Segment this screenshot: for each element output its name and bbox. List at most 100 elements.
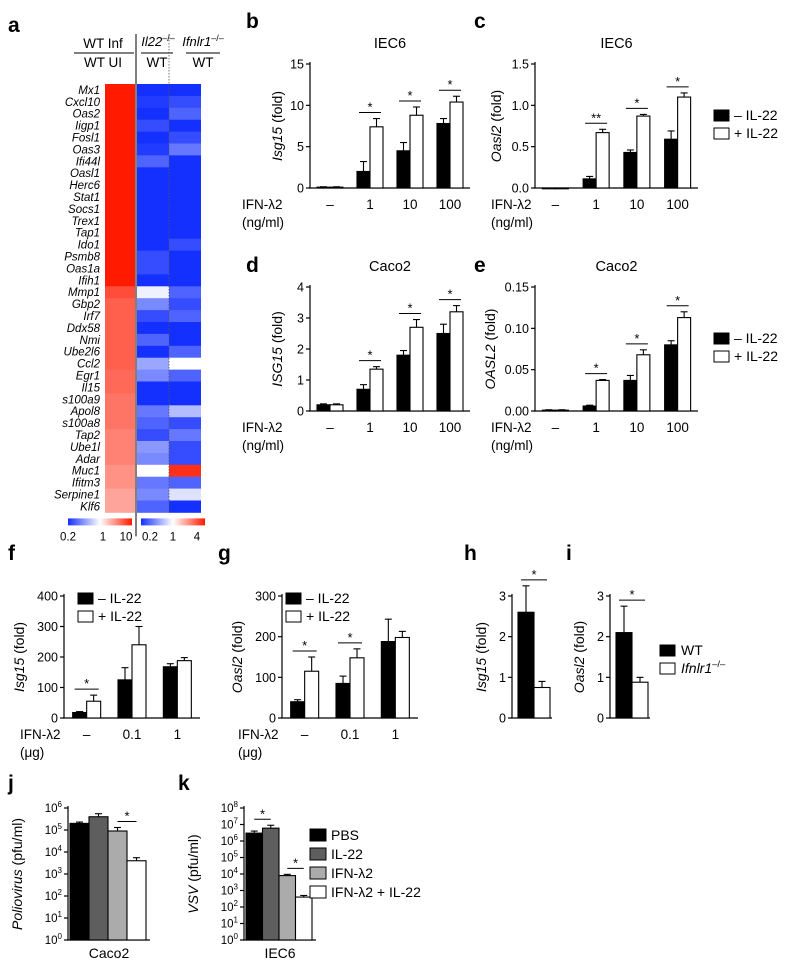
bar-minus-il22 [290,701,306,719]
panel-label-a: a [8,14,20,37]
gene-label: Mx1 [78,85,100,97]
bar-minus-il22 [356,388,371,412]
heatmap-cell-il22 [137,95,169,109]
gene-label: Oas3 [73,144,101,156]
gene-label: Cxcl10 [65,97,101,109]
panel-label-e: e [474,254,486,277]
heatmap-cell-inf [105,298,135,311]
legend-virus-swatch [309,847,327,861]
heatmap-cell-ifnlr1 [169,167,201,180]
gene-label: Ddx58 [67,323,101,335]
heatmap-cell-ifnlr1 [169,179,201,192]
sig-marker: * [407,88,412,103]
bar-ifn [107,830,128,941]
y-tick-label: 101 [45,910,63,925]
bar-ifn-il22 [126,860,147,941]
y-axis-label-unit: (fold) [269,311,285,347]
y-axis-label: OASL2 (fold) [482,309,498,390]
panel-label-k: k [178,772,190,795]
y-tick-label: 106 [45,800,63,815]
y-axis-label: Oasl2 (fold) [571,621,587,693]
gene-label: Psmb8 [64,252,100,264]
bar-minus-il22 [436,122,451,189]
chart-title: IEC6 [374,36,406,52]
gene-label: Tap2 [75,430,101,442]
gene-label: Ube1l [70,442,100,454]
heatmap-cell-il22 [137,333,169,347]
chart-title: IEC6 [600,36,632,52]
gene-label: s100a9 [62,394,100,406]
heatmap-cell-il22 [137,179,169,192]
y-tick-label: 0 [297,182,304,196]
heatmap-cell-il22 [137,441,169,454]
bar-pbs [69,822,90,941]
y-tick-label: 0 [499,712,506,726]
heatmap-cell-inf [105,345,135,359]
x-tick-label: 10 [629,197,644,212]
x-axis-label: IFN-λ2 [242,197,283,212]
gene-label: s100a8 [62,418,100,430]
heatmap-cell-inf [105,167,135,180]
y-tick-label: 1 [597,671,604,685]
y-tick-label: 0.0 [512,182,529,196]
heatmap-cell-il22 [137,155,169,168]
bar-plus-il22 [636,354,651,412]
gene-label: Stat1 [73,192,100,204]
heatmap-cell-il22 [137,369,169,382]
x-tick-label: – [326,197,334,212]
heatmap-cell-inf [105,488,135,501]
heatmap-cell-ifnlr1 [169,226,201,240]
y-tick-label: 0 [297,405,304,419]
y-tick-label: 2 [499,630,506,644]
heatmap-cell-ifnlr1 [169,155,201,168]
heatmap-cell-ifnlr1 [169,203,201,216]
bar-plus-il22 [176,660,192,719]
heatmap-cell-ifnlr1 [169,107,201,121]
heatmap-cell-ifnlr1 [169,393,201,406]
y-tick-label: 10 [290,99,304,113]
y-tick-label: 15 [290,58,304,72]
y-tick-label: 0.05 [505,363,529,377]
heatmap-cell-ifnlr1 [169,310,201,323]
heatmap-cell-inf [105,441,135,454]
sig-marker: ** [591,110,601,125]
x-axis-label: IFN-λ2 [491,420,532,435]
panel-label-j: j [7,772,14,795]
bar-plus-il22 [554,187,569,190]
sig-marker: * [84,676,89,691]
heatmap-cell-inf [105,369,135,382]
legend-il22-caco2-swatch-plus [713,350,730,363]
x-tick-label: 10 [402,420,417,435]
bar-minus-il22 [664,344,679,412]
heatmap-cell-ifnlr1 [169,476,201,489]
gene-label: Egr1 [76,371,100,383]
heatmap-cell-ifnlr1 [169,357,201,370]
heatmap-cell-il22 [137,286,169,299]
bar-plus-il22 [304,670,320,719]
y-tick-label: 104 [221,866,239,881]
y-axis-label-gene: Oasl2 [229,656,245,693]
gene-label: Adar [75,454,101,466]
x-axis-unit: (ng/ml) [491,215,533,230]
legend-geno-label-ko: Ifnlr1–/– [681,659,726,676]
color-scale-tick: 0.2 [60,531,76,543]
heatmap-cell-inf [105,191,135,204]
legend-virus-label: IL-22 [331,846,363,862]
heatmap-cell-il22 [137,322,169,335]
panel-label-h: h [464,542,477,565]
sig-marker: * [367,100,372,115]
x-tick-label: 1 [592,197,600,212]
y-axis-label-gene: Isg15 [269,127,285,161]
bar-minus-il22 [436,332,451,412]
heatmap-cell-inf [105,119,135,132]
heatmap-cell-il22 [137,310,169,323]
bar-minus-il22 [117,679,133,719]
heatmap-header-inf: WT Inf [83,36,123,51]
heatmap-cell-inf [105,214,135,228]
y-tick-label: 100 [45,932,63,947]
legend-il22-caco2-label-minus: – IL-22 [734,330,778,346]
heatmap-cell-ifnlr1 [169,369,201,382]
y-axis-label: Isg15 (fold) [269,91,285,161]
legend-virus-swatch [309,885,327,899]
panel-label-b: b [246,10,259,33]
